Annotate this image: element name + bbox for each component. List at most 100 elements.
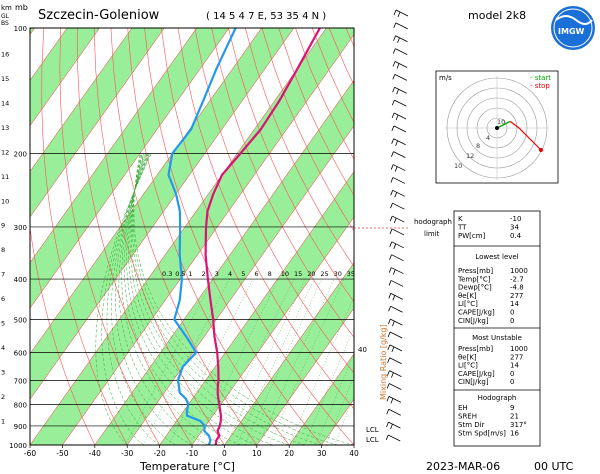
wind-barb-staff bbox=[389, 331, 403, 339]
mixing-ratio-label: 15 bbox=[294, 270, 302, 278]
km-tick-label: 5 bbox=[1, 320, 5, 328]
mixing-ratio-title: Mixing Ratio [g/kg] bbox=[379, 324, 388, 400]
index-label: Dewp[°C] bbox=[458, 284, 492, 292]
imgw-logo: IMGW bbox=[551, 6, 595, 50]
index-value: 14 bbox=[510, 362, 519, 370]
wind-barb-flag bbox=[385, 434, 389, 441]
moist-adiabat bbox=[101, 153, 151, 445]
km-tick-label: 2 bbox=[1, 393, 5, 401]
hodograph-ring-label: 4 bbox=[486, 134, 490, 142]
index-label: Stm Spd[m/s] bbox=[458, 430, 506, 438]
km-tick-label: 12 bbox=[1, 148, 9, 156]
wind-barb-staff bbox=[388, 408, 401, 416]
x-tick-label: -20 bbox=[153, 449, 165, 458]
dry-adiabat bbox=[41, 28, 128, 445]
wind-barb-staff bbox=[393, 112, 407, 120]
pressure-tick-label: 600 bbox=[14, 349, 27, 357]
wind-barb-flag bbox=[393, 22, 397, 29]
hodograph-ring-label: 10 bbox=[497, 118, 505, 126]
wind-barb-staff bbox=[395, 48, 408, 55]
wind-barb-flag bbox=[391, 151, 394, 157]
mixing-ratio-label: 6 bbox=[254, 270, 258, 278]
dry-adiabat bbox=[278, 28, 354, 196]
x-tick-label: -10 bbox=[186, 449, 198, 458]
x-tick-label: 30 bbox=[317, 449, 327, 458]
dewpoint-line bbox=[167, 28, 237, 445]
hodograph-origin bbox=[495, 126, 499, 130]
wind-barb-staff bbox=[390, 318, 403, 326]
wind-barb-flag bbox=[395, 140, 399, 146]
index-value: 0 bbox=[510, 378, 514, 386]
km-axis-sub2: BS bbox=[1, 20, 9, 27]
hodograph-legend-start: - start bbox=[530, 74, 551, 82]
wind-barb-flag bbox=[390, 423, 393, 430]
wind-barb-staff bbox=[393, 138, 406, 146]
wind-barb-flag bbox=[397, 37, 400, 43]
station-title: Szczecin-Goleniow bbox=[38, 8, 160, 23]
index-value: 21 bbox=[510, 413, 519, 421]
km-tick-label: 4 bbox=[1, 344, 5, 352]
wind-barb-staff bbox=[395, 9, 409, 17]
green-band bbox=[30, 28, 354, 445]
wind-barb-flag bbox=[393, 35, 396, 41]
index-value: -2.7 bbox=[510, 275, 524, 283]
wind-barb-flag bbox=[395, 114, 399, 121]
isotherm-lines bbox=[30, 28, 354, 445]
wind-barb-flag bbox=[390, 203, 393, 209]
index-value: 14 bbox=[510, 300, 519, 308]
x-tick-label: 40 bbox=[349, 449, 359, 458]
index-label: CAPE[J/kg] bbox=[458, 309, 495, 317]
wind-barb-staff bbox=[391, 267, 404, 274]
index-label: EH bbox=[458, 404, 468, 412]
mixing-ratio-label: 0.3 bbox=[162, 270, 172, 278]
hodograph-trace-start bbox=[496, 120, 511, 129]
hodograph-trace-stop bbox=[509, 120, 542, 151]
pressure-tick-label: 100 bbox=[14, 25, 27, 33]
km-tick-label: 9 bbox=[1, 222, 5, 230]
isotherm bbox=[159, 171, 354, 445]
hodograph-end bbox=[539, 148, 543, 152]
isotherm bbox=[30, 28, 133, 172]
km-tick-label: 10 bbox=[1, 197, 9, 205]
x-tick-label: -60 bbox=[24, 449, 36, 458]
wind-barb-staff bbox=[392, 177, 406, 184]
mixing-ratio-label: 25 bbox=[320, 270, 328, 278]
wind-barb-staff bbox=[388, 434, 401, 442]
pressure-tick-label: 200 bbox=[14, 151, 27, 159]
pressure-tick-label: 900 bbox=[14, 423, 27, 431]
wind-barb-flag bbox=[388, 306, 391, 312]
wind-barb-flag bbox=[393, 217, 397, 224]
km-axis-sub: GL bbox=[1, 13, 10, 20]
footer-date: 2023-MAR-06 bbox=[426, 460, 500, 473]
wind-barb-staff bbox=[392, 215, 405, 223]
wind-barb-staff bbox=[394, 86, 407, 94]
km-tick-label: 3 bbox=[1, 369, 5, 377]
index-value: 0.4 bbox=[510, 232, 522, 240]
index-section-title: Lowest level bbox=[475, 253, 518, 261]
pressure-tick-labels: 100 200 300 400 500 600 700 800 900 1000 bbox=[9, 25, 27, 450]
wind-barb-flag bbox=[389, 254, 392, 260]
wind-barb-flag bbox=[392, 74, 396, 80]
wind-barb-staff bbox=[392, 164, 406, 171]
pressure-tick-label: 800 bbox=[14, 402, 27, 410]
wind-barb-flag bbox=[389, 228, 393, 235]
dry-adiabat-lines bbox=[30, 28, 354, 445]
wind-barb-flag bbox=[391, 100, 395, 106]
wind-barb-staff bbox=[393, 151, 406, 159]
isotherm bbox=[30, 28, 100, 127]
isotherm bbox=[30, 28, 262, 355]
mixing-ratio-label: 20 bbox=[307, 270, 315, 278]
x-tick-label: 20 bbox=[284, 449, 294, 458]
km-tick-label: 6 bbox=[1, 295, 5, 303]
wind-barb-staff bbox=[388, 396, 402, 403]
dry-adiabat bbox=[93, 28, 225, 445]
wind-barb-flag bbox=[388, 280, 392, 286]
wind-barb-flag bbox=[392, 269, 396, 275]
index-value: 277 bbox=[510, 292, 523, 300]
wind-barb-staff bbox=[389, 357, 402, 365]
moist-adiabat bbox=[95, 153, 152, 445]
index-label: SREH bbox=[458, 413, 477, 421]
wind-barb-flag bbox=[392, 61, 396, 67]
index-label: Press[mb] bbox=[458, 345, 493, 353]
